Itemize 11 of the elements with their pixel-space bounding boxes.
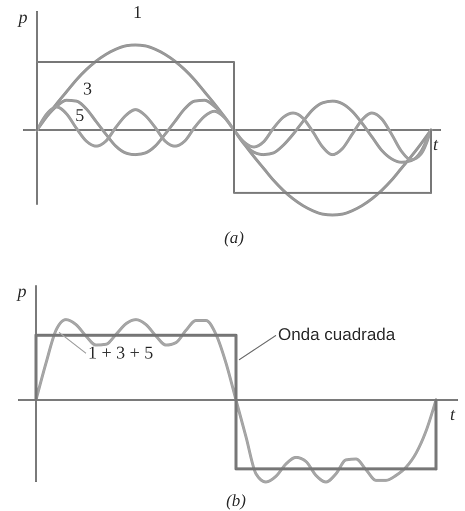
y-axis-title: p: [16, 281, 26, 302]
series-label: 1: [133, 2, 142, 22]
x-axis-title: t: [450, 404, 456, 424]
series-label: 3: [83, 78, 92, 98]
text: Onda cuadrada: [278, 324, 396, 344]
legend-label: 1 + 3 + 5: [88, 342, 154, 362]
y-axis-title: p: [16, 7, 28, 27]
text: (b): [226, 491, 246, 510]
x-axis-title: t: [433, 134, 439, 154]
series-label: 5: [75, 105, 84, 126]
text: (a): [224, 228, 244, 247]
